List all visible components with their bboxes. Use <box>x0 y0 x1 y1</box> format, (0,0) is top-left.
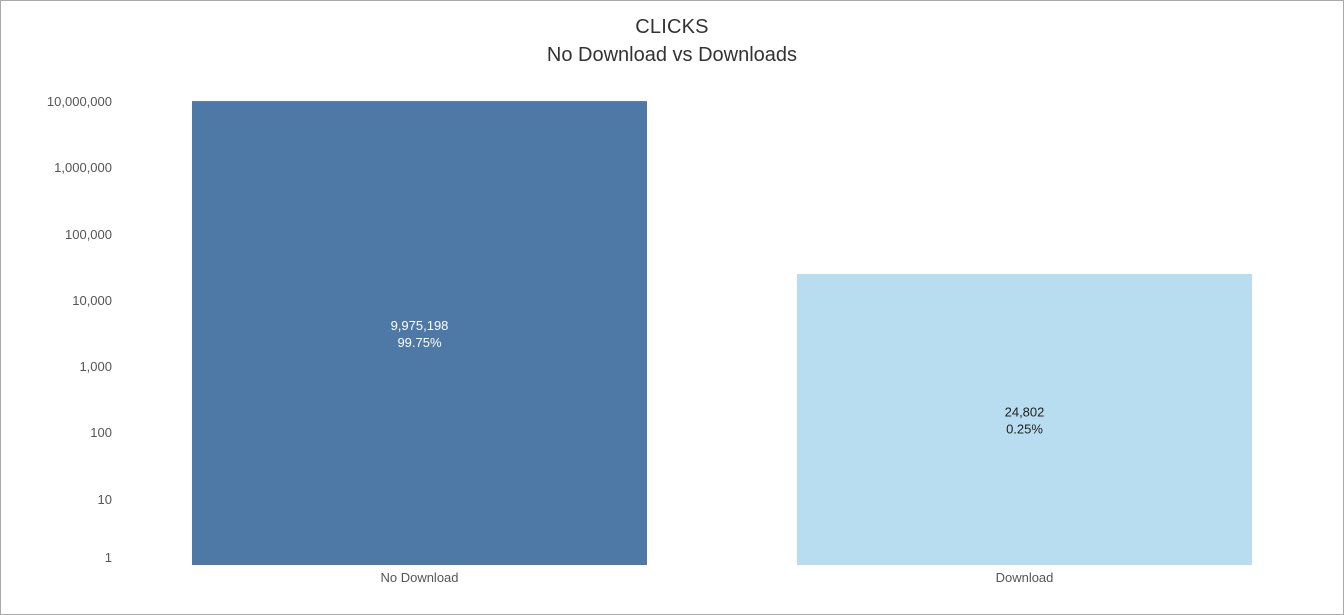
y-tick-label: 1,000 <box>79 359 112 374</box>
x-category-label: Download <box>996 570 1054 585</box>
bar-value-label: 9,975,198 <box>391 318 449 333</box>
bar-value-label: 24,802 <box>1005 404 1045 419</box>
title-block: CLICKS No Download vs Downloads <box>1 13 1343 69</box>
y-tick-label: 10 <box>98 492 112 507</box>
y-tick-label: 1,000,000 <box>54 160 112 175</box>
y-tick-label: 100 <box>90 425 112 440</box>
chart-subtitle: No Download vs Downloads <box>546 44 798 66</box>
bar <box>192 101 647 566</box>
bar-percent-label: 0.25% <box>1006 421 1043 436</box>
y-tick-label: 10,000,000 <box>47 94 112 109</box>
x-category-label: No Download <box>380 570 458 585</box>
bar <box>797 273 1252 565</box>
chart-title: CLICKS <box>635 16 709 38</box>
bar-percent-label: 99.75% <box>397 335 442 350</box>
y-tick-label: 1 <box>105 550 112 565</box>
y-tick-label: 100,000 <box>65 227 112 242</box>
y-tick-label: 10,000 <box>72 293 112 308</box>
